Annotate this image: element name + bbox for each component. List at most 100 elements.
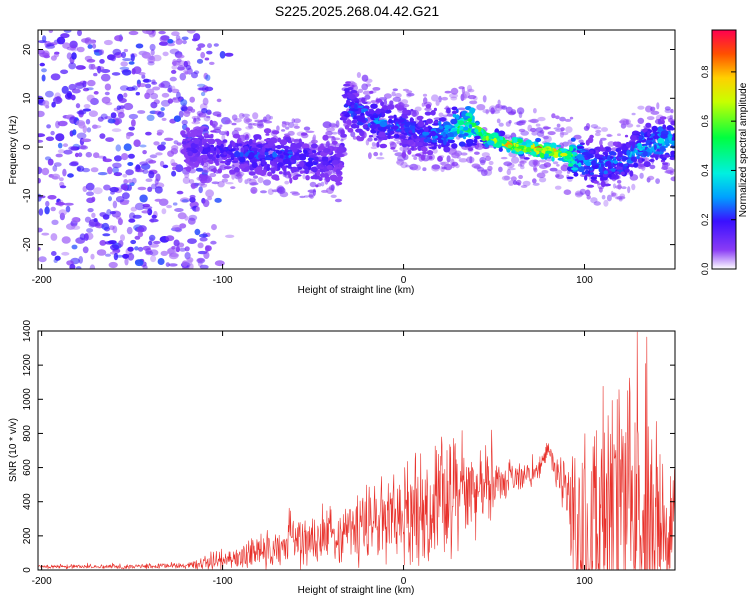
spectrogram-cell: [176, 190, 184, 195]
spectrogram-cell: [373, 151, 379, 157]
spectrogram-cell: [402, 109, 409, 115]
spectrogram-cell: [400, 99, 409, 105]
spectrogram-cell: [219, 51, 226, 59]
spectrogram-cell: [171, 162, 178, 167]
spectrogram-cell: [162, 164, 169, 169]
spectrogram-cell: [386, 126, 391, 130]
spectrogram-cell: [87, 79, 96, 87]
spectrogram-cell: [389, 130, 395, 135]
spectrogram-cell: [193, 161, 200, 168]
spectrogram-cell: [68, 83, 77, 91]
spectrogram-cell: [518, 128, 526, 133]
spectrogram-cell: [547, 131, 556, 136]
spectrogram-cell: [284, 180, 290, 185]
spectrogram-cell: [134, 235, 141, 240]
spectrogram-cell: [136, 79, 141, 85]
spectrogram-cell: [158, 83, 165, 88]
spectrogram-cell: [61, 251, 70, 256]
spectrogram-cell: [181, 260, 188, 268]
spectrogram-cell: [183, 108, 192, 114]
spectrogram-cell: [107, 118, 116, 124]
spectrogram-cell: [586, 195, 591, 200]
spectrogram-cell: [205, 189, 215, 198]
spectrogram-cell: [458, 120, 465, 125]
spectrogram-cell: [109, 186, 119, 193]
spectrogram-cell: [392, 96, 402, 102]
colorbar-label: Normalized spectral amplitude: [738, 82, 749, 217]
spectrogram-cell: [141, 210, 150, 214]
spectrogram-cell: [399, 135, 407, 140]
spectrogram-cell: [483, 168, 493, 176]
spectrogram-cell: [605, 147, 610, 151]
spectrogram-cell: [438, 120, 442, 127]
spectrogram-cell: [282, 165, 287, 172]
spectrogram-cell: [435, 100, 440, 106]
spectrogram-cell: [272, 151, 277, 158]
y-tick-label: 200: [22, 527, 33, 544]
spectrogram-cell: [446, 107, 451, 114]
spectrogram-cell: [207, 162, 211, 170]
spectrogram-cell: [134, 169, 145, 173]
spectrogram-cell: [519, 160, 525, 167]
spectrogram-cell: [595, 129, 602, 133]
spectrogram-cell: [207, 138, 216, 145]
spectrogram-cell: [505, 106, 513, 114]
spectrogram-cell: [198, 140, 203, 147]
spectrogram-cell: [576, 145, 585, 149]
spectrogram-cell: [392, 149, 398, 153]
spectrogram-cell: [59, 212, 65, 221]
spectrogram-cell: [442, 114, 448, 118]
spectrogram-cell: [351, 119, 358, 124]
spectrogram-cell: [193, 138, 201, 145]
spectrogram-cell: [380, 101, 385, 107]
spectrogram-cell: [145, 250, 154, 256]
spectrogram-cell: [664, 170, 673, 174]
spectrogram-cell: [195, 206, 200, 212]
spectrogram-cell: [501, 175, 511, 181]
spectrogram-cell: [378, 131, 386, 138]
spectrogram-cell: [102, 233, 111, 237]
spectrogram-cell: [541, 170, 549, 174]
spectrogram-cell: [648, 159, 655, 162]
spectrogram-cell: [201, 160, 205, 166]
spectrogram-cell: [171, 85, 176, 91]
spectrogram-cell: [664, 140, 670, 145]
spectrogram-cell: [515, 181, 520, 185]
spectrogram-cell: [97, 172, 108, 176]
spectrogram-cell: [128, 218, 136, 223]
spectrogram-cell: [290, 155, 297, 161]
spectrogram-cell: [206, 50, 213, 55]
spectrogram-cell: [593, 126, 602, 130]
spectrogram-cell: [405, 90, 413, 94]
spectrogram-cell: [299, 154, 307, 159]
spectrogram-cell: [38, 208, 44, 216]
spectrogram-cell: [617, 151, 623, 158]
spectrogram-cell: [81, 38, 91, 43]
spectrogram-cell: [586, 184, 595, 188]
spectrogram-cell: [181, 36, 189, 41]
spectrogram-cell: [566, 176, 574, 180]
spectrogram-cell: [38, 247, 41, 251]
spectrogram-cell: [571, 160, 576, 165]
spectrogram-cell: [555, 174, 560, 178]
spectrogram-cell: [316, 169, 321, 176]
spectrogram-cell: [175, 164, 184, 173]
spectrogram-cell: [85, 151, 93, 158]
spectrogram-cell: [105, 101, 113, 106]
spectrogram-cell: [549, 167, 558, 172]
spectrogram-cell: [131, 177, 137, 184]
spectrogram-cell: [526, 146, 531, 153]
spectrogram-cell: [50, 233, 58, 241]
spectrogram-cell: [71, 88, 81, 94]
spectrogram-cell: [498, 122, 504, 127]
spectrogram-cell: [196, 176, 204, 181]
spectrogram-cell: [630, 135, 637, 141]
spectrogram-cell: [70, 94, 76, 101]
spectrogram-cell: [117, 218, 123, 226]
y-tick-label: -10: [22, 188, 33, 203]
spectrogram-cell: [171, 31, 180, 37]
spectrogram-cell: [199, 264, 209, 269]
y-tick-label: 1000: [22, 388, 33, 411]
spectrogram-cell: [177, 65, 185, 71]
spectrogram-cell: [590, 124, 599, 129]
